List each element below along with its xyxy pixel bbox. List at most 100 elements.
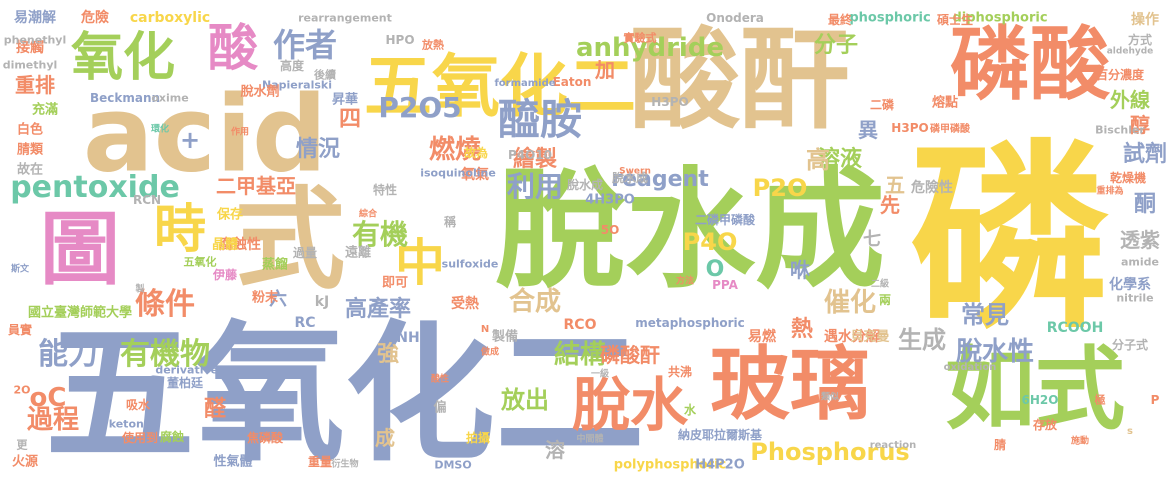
cloud-word: 火源 bbox=[11, 454, 39, 470]
cloud-word: Onodera bbox=[706, 11, 764, 25]
cloud-word: 綜合 bbox=[358, 209, 378, 220]
cloud-word: 先 bbox=[880, 193, 900, 217]
cloud-word: 作用 bbox=[230, 127, 250, 138]
cloud-word: 製備 bbox=[491, 329, 519, 345]
cloud-word: 4H3PO bbox=[585, 192, 635, 208]
cloud-word: 式 bbox=[235, 176, 345, 304]
cloud-word: sulfoxide bbox=[441, 257, 499, 271]
cloud-word: + bbox=[179, 126, 201, 154]
cloud-word: metaphosphoric bbox=[635, 316, 745, 330]
cloud-word: derivatives bbox=[155, 363, 225, 377]
cloud-word: 伊藤 bbox=[212, 268, 238, 282]
cloud-word: 重排為 bbox=[1096, 186, 1124, 197]
cloud-word: 分子 bbox=[813, 33, 859, 58]
cloud-word: 故在 bbox=[16, 162, 44, 178]
cloud-word: 過程 bbox=[26, 405, 80, 435]
cloud-word: 昇華 bbox=[331, 92, 359, 108]
cloud-word: P bbox=[1150, 393, 1160, 407]
cloud-word: 方法 bbox=[675, 276, 695, 287]
cloud-word: 充滿 bbox=[31, 102, 59, 118]
cloud-word: 貝克曼 bbox=[850, 329, 890, 345]
cloud-word: 碩士生 bbox=[936, 13, 974, 27]
cloud-word: 透紫 bbox=[1120, 228, 1160, 252]
cloud-word: 稱 bbox=[443, 215, 457, 229]
cloud-word: 異 bbox=[858, 118, 878, 142]
cloud-word: 水 bbox=[683, 403, 697, 417]
cloud-word: 利用 bbox=[506, 170, 564, 203]
cloud-word: RC bbox=[294, 315, 316, 331]
cloud-word: 故為 bbox=[463, 146, 489, 160]
cloud-word: 脫水性 bbox=[955, 337, 1035, 367]
cloud-word: 催化 bbox=[823, 288, 877, 318]
cloud-word: 蒸餾 bbox=[261, 257, 289, 273]
cloud-word: 使用到 bbox=[121, 431, 159, 445]
cloud-word: 脫水成 bbox=[611, 171, 649, 185]
cloud-word: P2O5 bbox=[378, 91, 462, 124]
cloud-word: 情況 bbox=[295, 137, 341, 162]
cloud-word: 極 bbox=[1094, 393, 1106, 407]
cloud-word: 環化 bbox=[150, 124, 170, 135]
cloud-word: 繪製 bbox=[512, 147, 558, 172]
cloud-word: P4O10 bbox=[507, 148, 553, 162]
cloud-word: diphosphoric bbox=[952, 10, 1048, 26]
cloud-word: 腈類 bbox=[16, 142, 44, 158]
cloud-word: H3PO bbox=[891, 121, 929, 135]
cloud-word: 焦磷酸 bbox=[246, 431, 284, 445]
cloud-word: 五 bbox=[885, 173, 905, 197]
cloud-word: 脫水劑 bbox=[240, 84, 280, 100]
cloud-word: 遇水分解 bbox=[824, 329, 880, 345]
cloud-word: 二磷甲磷酸 bbox=[694, 213, 756, 227]
cloud-word: 重排 bbox=[15, 73, 55, 97]
cloud-word: 接觸 bbox=[16, 40, 44, 56]
cloud-word: 氧化 bbox=[70, 28, 176, 88]
cloud-word: 施動 bbox=[1070, 436, 1090, 447]
cloud-word: 燃燒 bbox=[428, 135, 482, 165]
cloud-word: 操作 bbox=[1131, 12, 1159, 28]
cloud-word: 白色 bbox=[16, 122, 44, 138]
cloud-word: 玻璃 bbox=[710, 338, 870, 431]
cloud-word: 試劑 bbox=[1122, 142, 1168, 167]
cloud-word: 結構 bbox=[553, 340, 607, 370]
cloud-word: P4O bbox=[682, 228, 738, 256]
cloud-word: 粉末 bbox=[251, 290, 279, 306]
cloud-word: 二甲基亞 bbox=[216, 174, 296, 198]
cloud-word: 存放 bbox=[1032, 418, 1058, 432]
cloud-word: 易燃 bbox=[748, 329, 776, 345]
cloud-word: 偏 bbox=[433, 400, 447, 416]
cloud-word: 中 bbox=[395, 234, 445, 292]
cloud-word: reagent bbox=[611, 167, 709, 192]
cloud-word: 百分濃度 bbox=[1095, 68, 1145, 82]
cloud-word: 外線 bbox=[1110, 88, 1150, 112]
cloud-word: 溶液 bbox=[817, 147, 863, 172]
cloud-word: 性氣體 bbox=[213, 454, 253, 470]
cloud-word: 合成 bbox=[508, 287, 562, 317]
cloud-word: acid bbox=[82, 73, 328, 196]
cloud-word: 脫水 bbox=[571, 371, 689, 439]
cloud-word: 保存 bbox=[216, 207, 244, 223]
cloud-word: 受熱 bbox=[451, 296, 479, 312]
cloud-word: 四 bbox=[338, 107, 362, 132]
cloud-word: oC bbox=[29, 383, 67, 413]
cloud-word: Phosphorus bbox=[750, 438, 910, 466]
cloud-word: polyphosphoric bbox=[613, 457, 727, 473]
cloud-word: phenethyl bbox=[3, 33, 67, 47]
cloud-word: 有機物 bbox=[120, 337, 210, 372]
cloud-word: 磷酸 bbox=[950, 18, 1110, 111]
cloud-word: 腐蝕性 bbox=[219, 237, 261, 253]
cloud-word: 熔點 bbox=[931, 95, 959, 111]
cloud-word: 國立臺灣師範大學 bbox=[27, 305, 133, 321]
cloud-word: 董柏廷 bbox=[166, 376, 204, 390]
cloud-word: Eaton bbox=[552, 75, 592, 89]
cloud-word: 脫水成 bbox=[494, 154, 886, 306]
cloud-word: 分子式 bbox=[1111, 338, 1149, 352]
cloud-word: 後續 bbox=[314, 68, 336, 82]
cloud-word: H4P2O bbox=[695, 457, 745, 473]
cloud-word: Beckmann bbox=[89, 91, 161, 105]
cloud-word: 特性 bbox=[372, 183, 398, 197]
cloud-word: 即可 bbox=[381, 275, 409, 291]
cloud-word: ketone bbox=[108, 417, 152, 431]
cloud-word: 如式 bbox=[945, 337, 1125, 442]
cloud-word: 醛 bbox=[203, 397, 227, 422]
cloud-word: rearrangement bbox=[298, 11, 392, 25]
cloud-word: 酸酐 bbox=[630, 16, 850, 144]
